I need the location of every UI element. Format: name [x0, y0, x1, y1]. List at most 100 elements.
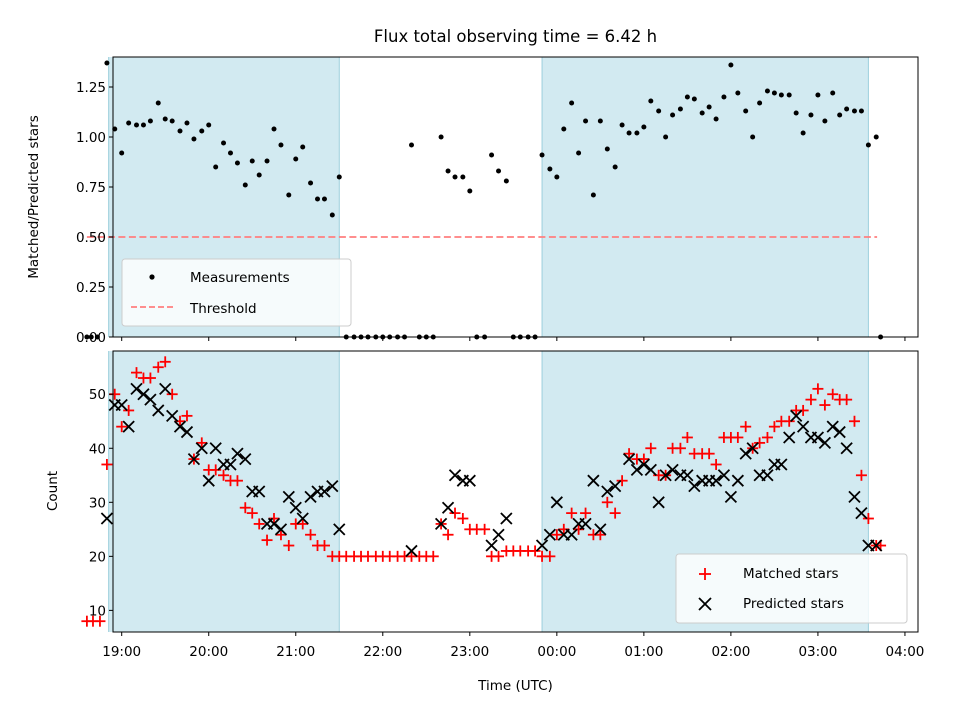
x-stroke [166, 409, 179, 422]
measurement-point [851, 108, 857, 114]
measurement-point [213, 164, 219, 170]
measurement-point [329, 212, 335, 218]
x-stroke [130, 382, 143, 395]
x-stroke [870, 539, 883, 552]
x-axis-label: Time (UTC) [477, 678, 553, 694]
predicted-star-point [100, 512, 114, 525]
x-stroke [609, 479, 622, 493]
predicted-star-point [630, 463, 644, 477]
ratio-y-tick-label: 0.00 [76, 330, 106, 346]
measurement-point [249, 158, 255, 164]
count-x-ticks: 19:00 20:00 21:00 22:00 23:00 00:00 01:00 02:00… [102, 632, 924, 660]
predicted-star-point [448, 469, 462, 482]
x-stroke [594, 523, 607, 536]
predicted-star-point [594, 523, 607, 536]
measurement-point [177, 128, 183, 134]
x-stroke [587, 474, 600, 487]
predicted-star-point [463, 474, 476, 487]
matched-star-point [166, 388, 178, 400]
matched-star-point [479, 523, 491, 535]
matched-star-point [812, 383, 824, 395]
measurement-point [873, 134, 879, 140]
predicted-star-point [485, 539, 498, 552]
legend-matched-label: Matched stars [743, 566, 839, 582]
predicted-star-point [724, 490, 738, 504]
predicted-star-point [775, 458, 788, 471]
legend-predicted-marker [698, 597, 712, 611]
count-x-tick-label: 04:00 [885, 644, 924, 660]
matched-star-point [674, 442, 686, 454]
observing-shade [108, 57, 869, 337]
matched-star-point [261, 534, 273, 546]
measurement-point [612, 164, 618, 170]
count-y-tick-label: 30 [89, 495, 106, 511]
measurement-point [619, 122, 625, 128]
count-x-tick-label: 01:00 [624, 644, 663, 660]
measurement-point [786, 92, 792, 98]
x-stroke [717, 469, 731, 482]
matched-star-point [130, 367, 142, 379]
x-stroke [463, 474, 476, 487]
predicted-star-point [239, 452, 252, 466]
measurement-point [445, 168, 451, 174]
x-stroke [681, 469, 694, 482]
matched-star-point [297, 518, 309, 530]
count-y-ticks: 10 20 30 40 50 [89, 387, 113, 619]
measurement-point [119, 150, 125, 156]
x-stroke [100, 512, 114, 525]
predicted-star-point [579, 517, 592, 531]
predicted-star-point [209, 442, 222, 455]
measurement-point [147, 118, 153, 124]
predicted-star-point [652, 496, 665, 509]
measurement-point [155, 100, 161, 106]
predicted-star-point [202, 474, 215, 487]
measurement-point [278, 142, 284, 148]
measurement-point [771, 90, 777, 96]
measurement-point [300, 144, 306, 150]
predicted-star-point [818, 436, 832, 450]
x-stroke [724, 490, 738, 504]
measurement-point [815, 92, 821, 98]
legend-predicted-label: Predicted stars [743, 596, 844, 612]
x-stroke [441, 501, 455, 514]
matched-star-point [761, 431, 773, 443]
predicted-star-point [434, 517, 448, 531]
x-stroke [818, 436, 832, 450]
predicted-star-point [796, 420, 810, 433]
measurement-point [721, 94, 727, 100]
x-stroke [326, 479, 339, 493]
predicted-star-point [840, 442, 853, 455]
matched-star-point [573, 523, 585, 535]
matched-star-point [116, 421, 128, 433]
x-stroke [224, 458, 237, 471]
count-x-tick-label: 20:00 [189, 644, 228, 660]
measurement-point [583, 118, 589, 124]
measurement-point [169, 118, 175, 124]
measurement-point [133, 122, 139, 128]
measurement-point [822, 118, 828, 124]
measurement-point [539, 152, 545, 158]
count-axes-frame [112, 350, 919, 633]
predicted-star-point [187, 452, 201, 466]
predicted-star-point [535, 539, 549, 552]
predicted-star-point [855, 506, 868, 520]
shaded-region [542, 57, 869, 337]
measurement-point [844, 106, 850, 112]
matched-star-point [616, 475, 628, 487]
x-stroke [448, 469, 462, 482]
predicted-star-point [289, 501, 302, 514]
ratio-y-ticks: 0.00 0.25 0.50 0.75 1.00 1.25 [76, 80, 113, 346]
count-y-tick-label: 50 [89, 387, 106, 403]
predicted-star-point [637, 458, 651, 471]
x-stroke [630, 463, 644, 477]
measurement-point [286, 192, 292, 198]
x-stroke [289, 501, 302, 514]
matched-star-point [268, 513, 280, 525]
x-stroke [253, 485, 266, 498]
matched-star-point [239, 502, 251, 514]
matched-star-point [275, 529, 287, 541]
predicted-star-point [659, 469, 672, 482]
legend-measurements-marker [149, 274, 155, 280]
measurement-point [242, 182, 248, 188]
matched-star-point [703, 448, 715, 460]
